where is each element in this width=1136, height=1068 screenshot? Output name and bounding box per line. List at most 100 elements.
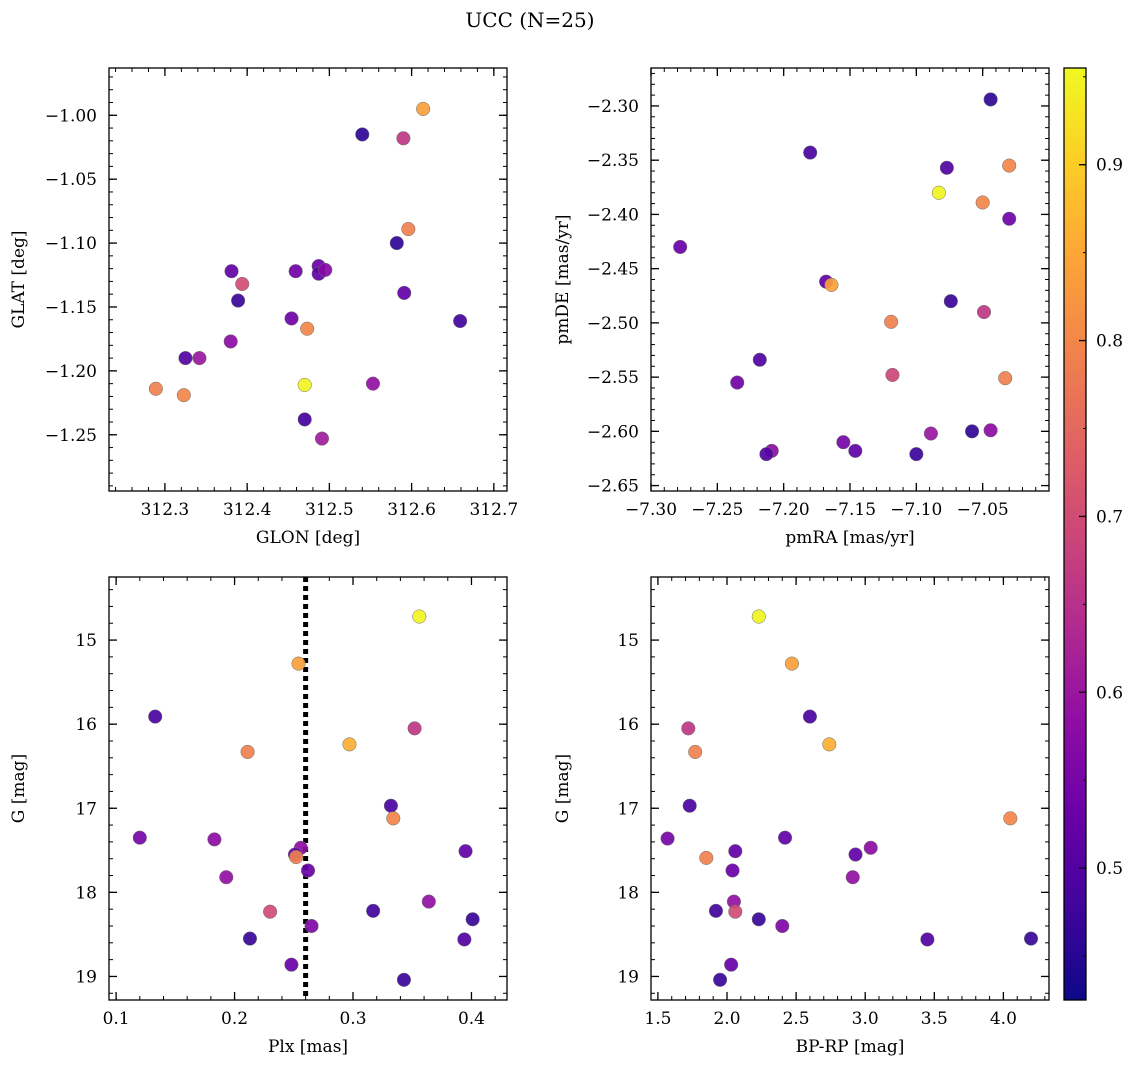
y-tick-label: 17 (75, 799, 97, 819)
scatter-point (219, 870, 234, 885)
scatter-point (824, 277, 839, 292)
scatter-point (224, 264, 239, 279)
y-tick-label: 15 (617, 631, 639, 651)
subplot-2: −7.30 −7.25 −7.20 −7.15 −7.10 −7.05 −2.30 −2.35… (553, 67, 1050, 548)
y-tick-label: −1.15 (45, 298, 97, 318)
scatter-point (148, 381, 163, 396)
scatter-point (207, 832, 222, 847)
x-tick-label: −7.25 (691, 500, 743, 520)
scatter-point (724, 957, 739, 972)
axes-frame (108, 67, 508, 492)
x-tick-label: 312.5 (305, 500, 354, 520)
x-axis-label: BP-RP [mag] (796, 1037, 905, 1057)
scatter-point (688, 744, 703, 759)
scatter-point (240, 744, 255, 759)
scatter-point (235, 276, 250, 292)
y-tick-label: −1.05 (45, 170, 97, 190)
y-axis-label: pmDE [mas/yr] (553, 214, 573, 344)
x-tick-label: 312.3 (141, 500, 190, 520)
scatter-point (1002, 211, 1017, 226)
x-tick-label: −7.30 (625, 500, 677, 520)
scatter-point (223, 334, 238, 349)
scatter-point (884, 314, 899, 329)
scatter-point (1023, 931, 1039, 946)
colorbar-tick-label: 0.5 (1096, 859, 1123, 879)
y-tick-label: −2.60 (587, 422, 639, 442)
scatter-point (457, 932, 472, 947)
x-tick-label: 2.0 (713, 1009, 740, 1029)
y-tick-label: −1.25 (45, 426, 97, 446)
y-axis-label: G [mag] (9, 754, 29, 823)
y-tick-label: 16 (75, 715, 97, 735)
scatter-point (386, 811, 401, 826)
scatter-point (397, 285, 412, 300)
scatter-point (909, 447, 924, 462)
scatter-point (845, 870, 860, 885)
x-tick-label: 0.1 (103, 1009, 130, 1029)
subplot-3: 0.1 0.2 0.3 0.4 15 16 17 18 19 Plx [mas] G [mag] (9, 576, 508, 1057)
scatter-point (976, 304, 992, 320)
axes-frame (650, 576, 1050, 1001)
scatter-point (725, 863, 740, 878)
y-tick-label: −1.00 (45, 106, 97, 126)
scatter-point (699, 850, 714, 865)
scatter-point (784, 656, 800, 671)
scatter-point (342, 737, 357, 752)
x-tick-label: 312.7 (470, 500, 519, 520)
scatter-point (885, 367, 900, 382)
scatter-point (396, 131, 411, 146)
scatter-point (673, 239, 688, 255)
scatter-point (920, 932, 935, 947)
x-tick-label: 1.5 (644, 1009, 671, 1029)
x-tick-label: 4.0 (990, 1009, 1017, 1029)
x-tick-label: 2.5 (783, 1009, 810, 1029)
scatter-point (713, 972, 728, 987)
scatter-point (297, 377, 312, 392)
y-axis-label: G [mag] (553, 754, 573, 823)
scatter-point (975, 195, 990, 210)
scatter-point (421, 894, 436, 909)
x-axis-label: GLON [deg] (256, 528, 360, 548)
x-tick-label: −7.15 (824, 500, 876, 520)
scatter-point (708, 903, 724, 918)
y-tick-label: 16 (617, 715, 639, 735)
x-tick-label: 312.4 (223, 500, 272, 520)
y-tick-label: −2.40 (587, 205, 639, 225)
scatter-point (822, 737, 837, 752)
scatter-point (998, 371, 1013, 386)
x-axis-label: pmRA [mas/yr] (785, 528, 914, 548)
x-tick-label: 0.2 (221, 1009, 248, 1029)
scatter-point (318, 262, 333, 277)
scatter-point (863, 840, 878, 855)
scatter-point (848, 847, 863, 862)
y-tick-label: −2.45 (587, 260, 639, 280)
scatter-point (939, 160, 954, 175)
y-tick-label: 18 (617, 883, 639, 903)
scatter-point (775, 918, 790, 934)
x-tick-label: −7.10 (890, 500, 942, 520)
scatter-point (728, 904, 743, 919)
x-tick-label: 3.5 (921, 1009, 948, 1029)
y-tick-label: 15 (75, 631, 97, 651)
scatter-point (751, 609, 766, 624)
scatter-point (728, 844, 743, 859)
colorbar-tick-label: 0.9 (1096, 156, 1123, 176)
scatter-point (289, 849, 304, 865)
scatter-point (300, 863, 316, 878)
x-axis-label: Plx [mas] (268, 1037, 348, 1057)
figure-title: UCC (N=25) (465, 8, 594, 32)
subplot-4: 1.5 2.0 2.5 3.0 3.5 4.0 15 16 17 18 19 BP-RP [mag] G… (553, 576, 1050, 1057)
scatter-point (314, 431, 330, 446)
scatter-point (759, 447, 774, 462)
scatter-point (923, 426, 938, 441)
y-tick-label: 17 (617, 799, 639, 819)
y-tick-label: −2.50 (587, 314, 639, 334)
scatter-point (412, 609, 427, 624)
scatter-point (836, 435, 851, 450)
scatter-point (458, 844, 473, 859)
scatter-point (682, 798, 697, 813)
x-tick-label: 3.0 (852, 1009, 879, 1029)
scatter-point (660, 831, 675, 846)
colorbar: 0.5 0.6 0.7 0.8 0.9 (1063, 67, 1123, 1001)
